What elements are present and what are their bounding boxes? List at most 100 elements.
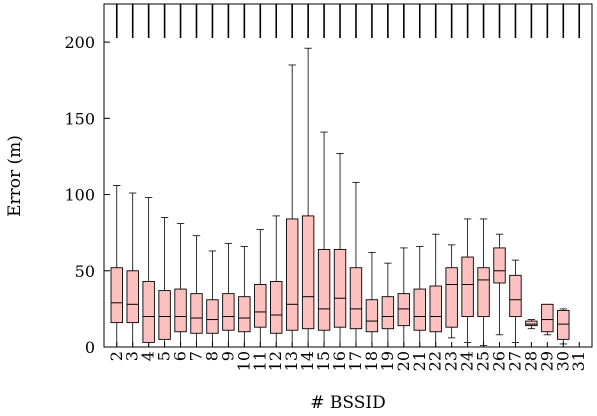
x-tick-label: 20 — [394, 351, 413, 371]
x-tick-label: 30 — [553, 351, 572, 371]
y-axis: 0 50 100 150 200 — [64, 33, 110, 357]
x-tick-label: 11 — [250, 351, 269, 371]
box-iqr — [158, 290, 171, 340]
x-tick-label: 12 — [266, 351, 285, 371]
x-tick-label: 6 — [171, 351, 190, 361]
y-tick-label: 150 — [64, 109, 95, 128]
x-axis-label: # BSSID — [310, 393, 385, 413]
box-6 — [174, 223, 187, 348]
x-tick-label: 26 — [490, 351, 509, 371]
x-axis: 2345678910111213141516171819202122232425… — [107, 4, 588, 371]
box-iqr — [238, 296, 251, 333]
box-iqr — [126, 270, 139, 324]
box-8 — [206, 250, 219, 348]
x-tick-label: 17 — [346, 351, 365, 371]
y-tick-label: 50 — [75, 262, 95, 281]
box-iqr — [477, 267, 490, 317]
x-tick-label: 13 — [282, 351, 301, 371]
x-tick-label: 9 — [218, 351, 237, 361]
x-tick-label: 8 — [202, 351, 221, 361]
box-14 — [301, 47, 315, 348]
box-18 — [365, 252, 379, 348]
box-27 — [509, 259, 522, 343]
box-24 — [461, 218, 474, 343]
box-iqr — [541, 303, 554, 333]
box-iqr — [381, 296, 395, 330]
x-tick-label: 3 — [123, 351, 142, 361]
box-iqr — [206, 299, 219, 334]
x-tick-label: 4 — [139, 351, 158, 361]
box-22 — [429, 233, 442, 348]
y-tick-label: 200 — [64, 33, 95, 52]
box-26 — [493, 233, 506, 336]
box-11 — [254, 229, 267, 348]
box-iqr — [174, 288, 187, 333]
box-7 — [190, 235, 203, 348]
box-iqr — [557, 309, 570, 340]
x-tick-label: 25 — [474, 351, 493, 371]
box-20 — [397, 247, 411, 348]
box-13 — [285, 64, 299, 348]
box-iqr — [317, 248, 331, 331]
x-tick-label: 21 — [410, 351, 429, 371]
x-tick-label: 19 — [378, 351, 397, 371]
box-iqr — [254, 284, 267, 328]
box-iqr — [110, 267, 123, 324]
box-4 — [142, 197, 155, 348]
box-19 — [381, 262, 395, 348]
box-iqr — [270, 280, 283, 334]
box-iqr — [509, 274, 522, 317]
y-axis-label: Error (m) — [5, 135, 25, 217]
box-10 — [238, 245, 251, 348]
x-tick-label: 2 — [107, 351, 126, 361]
box-17 — [349, 181, 363, 348]
box-12 — [270, 215, 283, 348]
box-28 — [525, 319, 538, 330]
x-tick-label: 7 — [186, 351, 205, 361]
x-tick-label: 16 — [330, 351, 349, 371]
x-tick-label: 15 — [314, 351, 333, 371]
box-iqr — [413, 288, 426, 331]
x-tick-label: 29 — [537, 351, 556, 371]
box-21 — [413, 245, 426, 348]
x-tick-label: 31 — [569, 351, 588, 371]
box-29 — [541, 303, 554, 336]
box-15 — [317, 131, 331, 348]
box-iqr — [190, 293, 203, 334]
box-30 — [557, 308, 570, 345]
box-iqr — [445, 267, 458, 328]
box-iqr — [429, 285, 442, 333]
box-iqr — [349, 267, 363, 330]
x-tick-label: 10 — [234, 351, 253, 371]
x-tick-label: 27 — [505, 351, 524, 371]
box-iqr — [333, 248, 347, 328]
box-iqr — [397, 293, 411, 327]
box-iqr — [301, 215, 315, 330]
x-tick-label: 14 — [298, 351, 317, 371]
x-tick-label: 22 — [426, 351, 445, 371]
plot-frame — [103, 3, 593, 348]
box-9 — [222, 242, 235, 348]
y-tick-label: 0 — [85, 338, 95, 357]
box-5 — [158, 217, 171, 348]
box-iqr — [222, 293, 235, 331]
box-iqr — [461, 256, 474, 317]
box-2 — [110, 185, 123, 348]
x-tick-label: 24 — [458, 351, 477, 371]
x-tick-label: 18 — [362, 351, 381, 371]
y-tick-label: 100 — [64, 186, 95, 205]
box-iqr — [365, 299, 379, 333]
box-iqr — [493, 247, 506, 284]
x-tick-label: 5 — [155, 351, 174, 361]
box-25 — [477, 218, 490, 346]
box-16 — [333, 152, 347, 348]
box-23 — [445, 244, 458, 339]
x-tick-label: 23 — [442, 351, 461, 371]
box-iqr — [142, 280, 155, 343]
x-tick-label: 28 — [521, 351, 540, 371]
box-iqr — [285, 218, 299, 331]
box-iqr — [525, 320, 538, 327]
boxes-layer — [110, 47, 570, 348]
box-3 — [126, 192, 139, 348]
